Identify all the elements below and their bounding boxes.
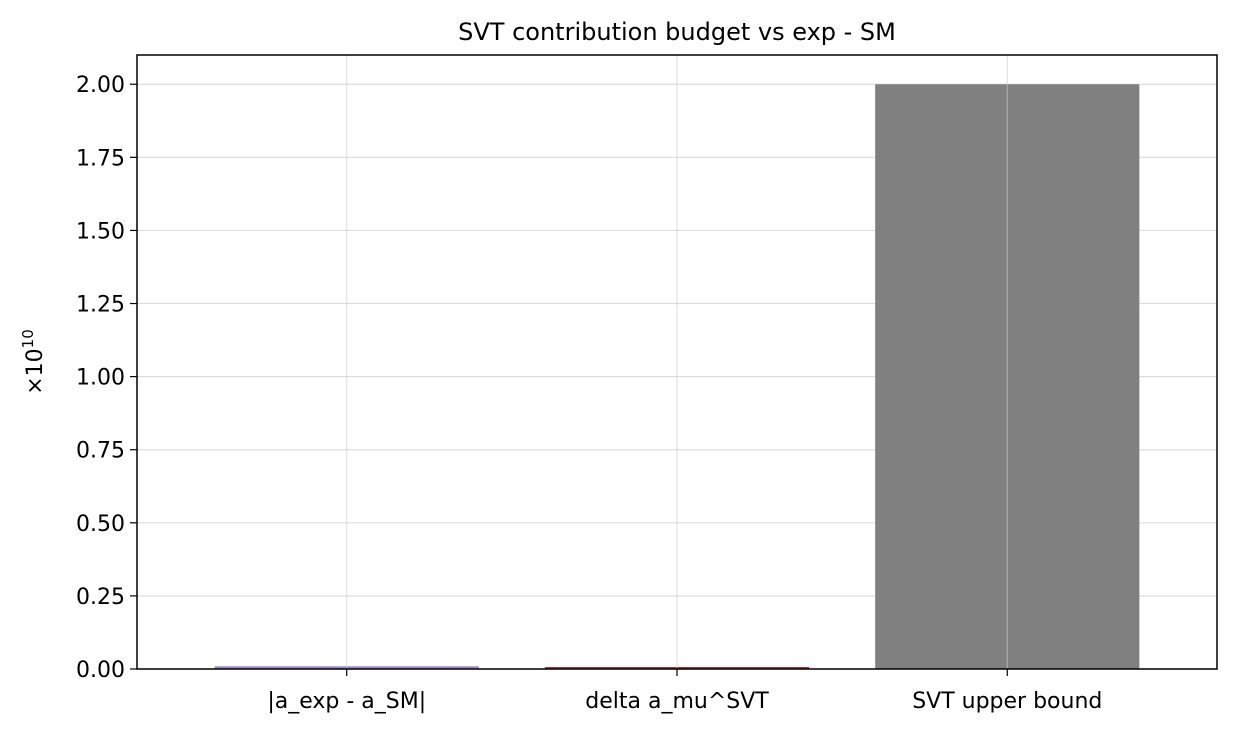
y-tick-label: 1.50 xyxy=(76,219,125,244)
y-axis: 0.00 0.25 0.50 0.75 1.00 1.25 1.50 1.75 2.00 xyxy=(76,73,137,683)
y-tick-label: 2.00 xyxy=(76,73,125,98)
y-tick-label: 0.75 xyxy=(76,439,125,464)
x-axis: |a_exp - a_SM| delta a_mu^SVT SVT upper bo… xyxy=(267,669,1102,714)
y-tick-label: 0.00 xyxy=(76,658,125,683)
y-axis-label-exponent: 10 xyxy=(19,329,37,348)
y-axis-label: ×1010 xyxy=(19,329,48,395)
y-tick-label: 0.25 xyxy=(76,585,125,610)
x-tick-label: delta a_mu^SVT xyxy=(585,689,769,714)
y-tick-label: 0.50 xyxy=(76,512,125,537)
y-axis-label-base: ×10 xyxy=(23,348,48,394)
y-tick-label: 1.75 xyxy=(76,146,125,171)
chart-title: SVT contribution budget vs exp - SM xyxy=(458,18,896,46)
y-tick-label: 1.25 xyxy=(76,293,125,318)
y-tick-label: 1.00 xyxy=(76,366,125,391)
x-tick-label: |a_exp - a_SM| xyxy=(267,689,426,714)
vertical-grid xyxy=(346,55,1008,669)
x-tick-label: SVT upper bound xyxy=(912,689,1102,714)
